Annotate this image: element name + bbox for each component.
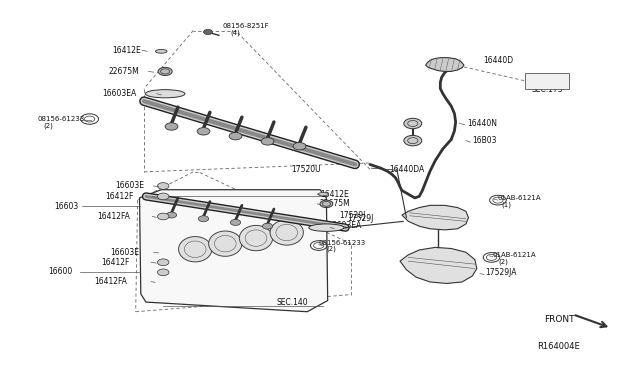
Text: 22675M: 22675M [109,67,140,76]
Text: 16412E: 16412E [112,46,141,55]
Text: (1): (1) [502,201,512,208]
Text: 16603E: 16603E [110,248,139,257]
Text: 17529J: 17529J [348,214,374,223]
Ellipse shape [308,224,344,231]
Text: 16412E: 16412E [320,190,349,199]
Circle shape [165,123,178,130]
Circle shape [166,212,177,218]
Text: (2): (2) [326,246,336,253]
Text: 16412F: 16412F [106,192,134,201]
Text: 08156-61233: 08156-61233 [319,240,366,246]
Circle shape [157,213,169,220]
Circle shape [404,135,422,146]
Ellipse shape [209,231,242,256]
Text: 01AB-6121A: 01AB-6121A [493,252,536,258]
Text: 17529J: 17529J [339,211,365,220]
Text: 16603: 16603 [54,202,79,211]
Text: 08156-61233: 08156-61233 [37,116,84,122]
Ellipse shape [239,225,273,251]
Ellipse shape [156,49,167,53]
Polygon shape [426,58,464,71]
Circle shape [197,128,210,135]
Text: 01AB-6121A: 01AB-6121A [498,195,541,201]
Ellipse shape [179,237,212,262]
Ellipse shape [320,200,333,208]
Circle shape [293,142,306,150]
Text: 16412F: 16412F [101,258,129,267]
Circle shape [157,193,169,200]
Polygon shape [400,247,477,283]
Text: 17529JA: 17529JA [485,268,516,277]
Text: (2): (2) [44,122,53,129]
Text: 16603E: 16603E [115,182,144,190]
Text: 16412FA: 16412FA [94,277,127,286]
Text: (2): (2) [498,258,508,265]
Ellipse shape [318,193,328,196]
Circle shape [198,216,209,222]
Text: 16600: 16600 [49,267,73,276]
Text: FRONT: FRONT [544,315,575,324]
Text: 08156-8251F: 08156-8251F [223,23,269,29]
Text: 16B03: 16B03 [472,136,497,145]
Circle shape [204,29,212,35]
Text: 16603EA: 16603EA [328,221,362,230]
Polygon shape [402,205,468,230]
Ellipse shape [145,90,185,98]
Circle shape [262,223,273,229]
FancyBboxPatch shape [525,73,569,89]
Text: SEC.140: SEC.140 [276,298,308,307]
Text: 16603EA: 16603EA [102,89,137,98]
Circle shape [261,138,274,145]
Text: 17520U: 17520U [291,165,321,174]
Text: SEC.173: SEC.173 [531,85,563,94]
Ellipse shape [270,220,303,245]
Text: 22675M: 22675M [320,199,351,208]
Text: 16412FA: 16412FA [97,212,130,221]
Polygon shape [140,190,328,312]
Text: (4): (4) [230,29,240,36]
Text: 16440N: 16440N [467,119,497,128]
Circle shape [404,118,422,129]
Text: R164004E: R164004E [538,342,580,351]
Circle shape [157,259,169,266]
Circle shape [230,219,241,225]
Ellipse shape [158,67,172,76]
Circle shape [157,269,169,276]
Circle shape [229,132,242,140]
Circle shape [157,183,169,189]
Text: 16440DA: 16440DA [389,165,424,174]
Text: 16440D: 16440D [483,56,513,65]
